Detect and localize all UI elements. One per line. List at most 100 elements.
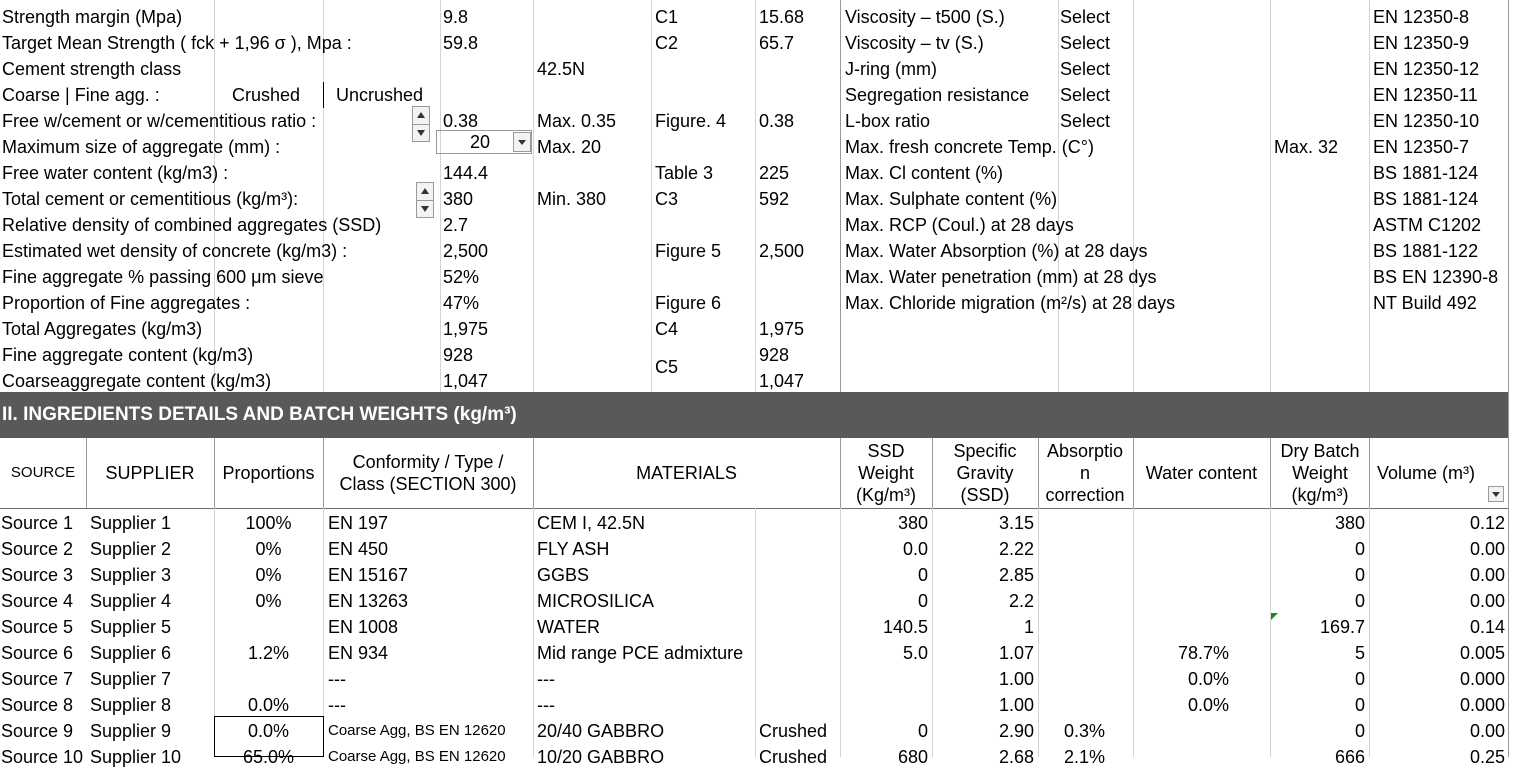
row-dry: 5 [1354,643,1365,663]
row-source: Source 8 [1,695,74,715]
param-value[interactable]: 1,047 [443,371,489,391]
filter-dropdown-icon[interactable] [1488,486,1504,502]
param-refval: 928 [759,345,790,365]
test-label: Max. RCP (Coul.) at 28 days [845,215,1074,235]
test-label: J-ring (mm) [845,59,937,79]
row-supplier[interactable]: Supplier 1 [90,513,172,533]
row-ssd: 380 [897,513,928,533]
spin-down-icon[interactable] [417,130,425,136]
row-proportion[interactable]: 1.2% [247,643,290,663]
row-ssd: 0 [917,721,928,741]
test-label: Max. Chloride migration (m²/s) at 28 day… [845,293,1176,313]
row-supplier[interactable]: Supplier 3 [90,565,172,585]
row-volume: 0.005 [1459,643,1505,663]
test-standard: BS 1881-124 [1373,189,1479,209]
row-material: CEM I, 42.5N [537,513,646,533]
row-material: 20/40 GABBRO [537,721,665,741]
row-dry: 0 [1354,695,1365,715]
row-dry: 380 [1334,513,1365,533]
row-sg: 2.68 [998,747,1034,767]
row-sg: 2.22 [998,539,1034,559]
col-supplier: SUPPLIER [105,463,195,483]
test-select[interactable]: Select [1060,59,1111,79]
row-agg-type: Crushed [759,747,828,767]
param-value[interactable]: 52% [443,267,480,287]
param-note: Min. 380 [537,189,607,209]
crushed-option[interactable]: Crushed [232,85,301,105]
row-supplier[interactable]: Supplier 8 [90,695,172,715]
row-proportion[interactable]: 100% [245,513,292,533]
test-label: Max. Water penetration (mm) at 28 dys [845,267,1157,287]
row-supplier[interactable]: Supplier 5 [90,617,172,637]
row-supplier[interactable]: Supplier 2 [90,539,172,559]
param-refval: 65.7 [759,33,795,53]
test-select[interactable]: Select [1060,33,1111,53]
test-standard: EN 12350-10 [1373,111,1480,131]
row-proportion[interactable]: 0.0% [247,721,290,741]
param-ref: Table 3 [655,163,714,183]
row-dry: 666 [1334,747,1365,767]
param-refval: 592 [759,189,790,209]
test-select[interactable]: Select [1060,111,1111,131]
param-value[interactable]: 0.38 [443,111,479,131]
spin-down-icon[interactable] [421,206,429,212]
col-ssd-weight: SSD Weight (Kg/m³) [856,441,916,505]
row-material: WATER [537,617,600,637]
row-water: 0.0% [1187,669,1229,689]
row-proportion[interactable]: 65.0% [242,747,295,767]
row-ssd: 5.0 [902,643,928,663]
param-note[interactable]: 42.5N [537,59,586,79]
spin-up-icon[interactable] [421,188,429,194]
test-standard: EN 12350-7 [1373,137,1470,157]
row-material: GGBS [537,565,590,585]
param-value[interactable]: 144.4 [443,163,489,183]
wc-ratio-spinner[interactable] [412,106,430,142]
row-conformity: EN 934 [328,643,389,663]
row-volume: 0.00 [1469,565,1505,585]
row-dry: 0 [1354,669,1365,689]
row-proportion[interactable]: 0% [255,565,282,585]
section-banner: II. INGREDIENTS DETAILS AND BATCH WEIGHT… [0,392,1508,438]
param-value[interactable]: 1,975 [443,319,489,339]
row-proportion[interactable]: 0.0% [247,695,290,715]
row-water: 78.7% [1177,643,1229,663]
row-proportion[interactable]: 0% [255,591,282,611]
spin-up-icon[interactable] [417,112,425,118]
row-source: Source 3 [1,565,74,585]
row-conformity: EN 13263 [328,591,409,611]
test-select[interactable]: Select [1060,85,1111,105]
param-value[interactable]: 47% [443,293,480,313]
param-value[interactable]: 9.8 [443,7,469,27]
param-value[interactable]: 2,500 [443,241,489,261]
param-ref: C3 [655,189,679,209]
row-sg: 1 [1023,617,1034,637]
row-source: Source 2 [1,539,74,559]
param-value[interactable]: 59.8 [443,33,479,53]
row-dry: 0 [1354,721,1365,741]
row-supplier[interactable]: Supplier 10 [90,747,182,767]
row-proportion[interactable]: 0% [255,539,282,559]
test-label: L-box ratio [845,111,931,131]
param-value[interactable]: 928 [443,345,474,365]
chevron-down-icon[interactable] [513,132,531,152]
row-volume: 0.00 [1469,591,1505,611]
row-sg: 3.15 [998,513,1034,533]
test-select[interactable]: Select [1060,7,1111,27]
param-label: Relative density of combined aggregates … [2,215,382,235]
param-label: Fine aggregate content (kg/m3) [2,345,254,365]
param-value[interactable]: 380 [443,189,474,209]
row-supplier[interactable]: Supplier 4 [90,591,172,611]
uncrushed-option[interactable]: Uncrushed [336,85,424,105]
cement-spinner[interactable] [416,182,434,218]
max-agg-size-select[interactable]: 20 [469,132,490,152]
row-ssd: 680 [897,747,928,767]
col-absorption: Absorptio n correction [1045,441,1125,505]
param-value[interactable]: 2.7 [443,215,469,235]
row-material: Mid range PCE admixture [537,643,744,663]
row-volume: 0.00 [1469,721,1505,741]
row-supplier[interactable]: Supplier 7 [90,669,172,689]
row-supplier[interactable]: Supplier 9 [90,721,172,741]
row-supplier[interactable]: Supplier 6 [90,643,172,663]
row-volume: 0.14 [1469,617,1505,637]
param-ref: C1 [655,7,679,27]
